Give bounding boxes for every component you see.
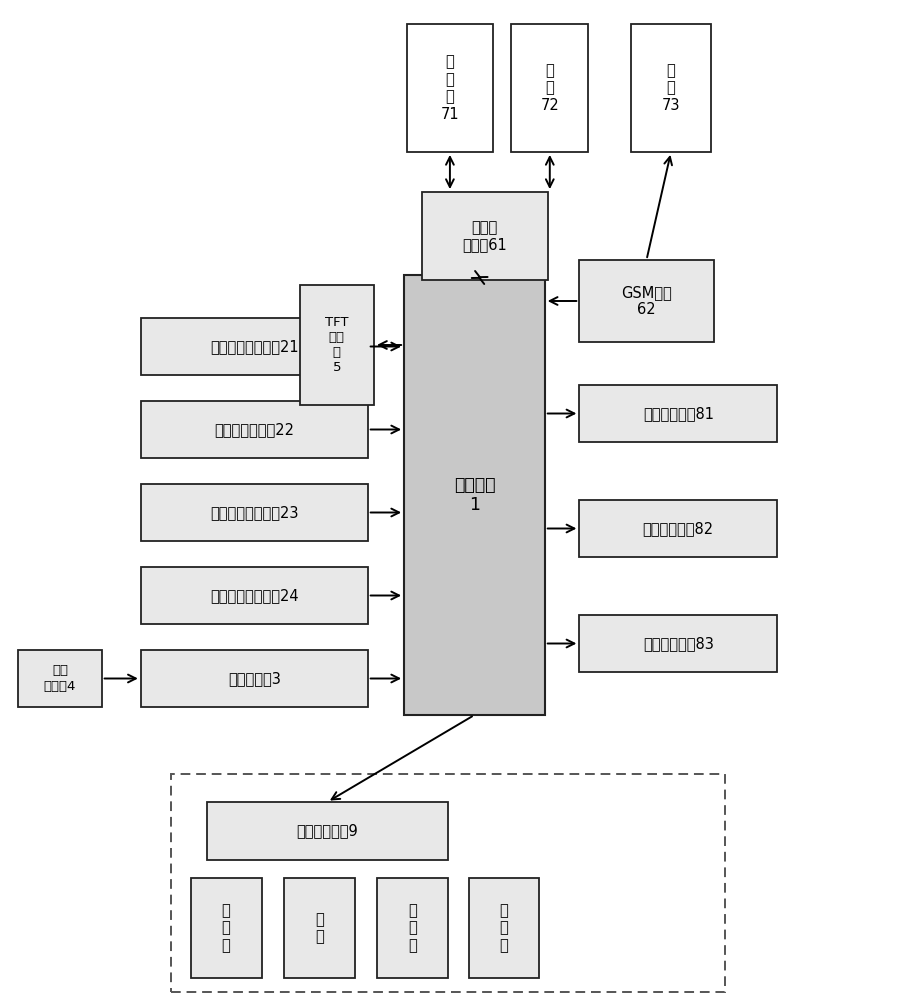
FancyBboxPatch shape [377,878,448,978]
Text: 红外接收器3: 红外接收器3 [228,671,281,686]
FancyBboxPatch shape [579,385,777,442]
Text: 无线烟雾传感器22: 无线烟雾传感器22 [214,422,294,437]
FancyBboxPatch shape [284,878,355,978]
FancyBboxPatch shape [631,24,711,152]
FancyBboxPatch shape [300,285,374,405]
FancyBboxPatch shape [404,275,545,715]
FancyBboxPatch shape [141,567,368,624]
Text: 红外
遥控器4: 红外 遥控器4 [44,664,76,692]
Text: 无线温湿度传感器21: 无线温湿度传感器21 [210,339,299,354]
FancyBboxPatch shape [141,318,368,375]
FancyBboxPatch shape [141,401,368,458]
Text: 主控模块
1: 主控模块 1 [454,476,495,514]
Text: 触
摸
屏
71: 触 摸 屏 71 [440,54,459,122]
Text: TFT
液晶
屏
5: TFT 液晶 屏 5 [325,316,349,374]
Text: 声光报警模块83: 声光报警模块83 [643,636,714,651]
FancyBboxPatch shape [579,615,777,672]
FancyBboxPatch shape [141,484,368,541]
Text: 无线风光雨传感器23: 无线风光雨传感器23 [210,505,299,520]
FancyBboxPatch shape [511,24,588,152]
Text: 空
调: 空 调 [315,912,324,944]
Text: 无线对射光传感器24: 无线对射光传感器24 [210,588,299,603]
Text: 电
脑
72: 电 脑 72 [540,63,559,113]
Text: 手
机
73: 手 机 73 [662,63,680,113]
FancyBboxPatch shape [18,650,102,707]
Text: 开关窗帘装置81: 开关窗帘装置81 [643,406,714,421]
Text: GSM模块
62: GSM模块 62 [621,285,672,317]
FancyBboxPatch shape [579,500,777,557]
FancyBboxPatch shape [407,24,493,152]
Text: 加
湿
器: 加 湿 器 [408,903,417,953]
Text: 无线通
信模块61: 无线通 信模块61 [462,220,508,252]
FancyBboxPatch shape [171,774,725,992]
FancyBboxPatch shape [422,192,548,280]
Text: 开关窗户装置82: 开关窗户装置82 [643,521,714,536]
FancyBboxPatch shape [207,802,448,860]
FancyBboxPatch shape [191,878,262,978]
Text: 家电控制模块9: 家电控制模块9 [296,824,359,838]
FancyBboxPatch shape [579,260,714,342]
FancyBboxPatch shape [141,650,368,707]
Text: 热
水
器: 热 水 器 [222,903,231,953]
Text: 电
饭
煲: 电 饭 煲 [499,903,508,953]
FancyBboxPatch shape [469,878,539,978]
